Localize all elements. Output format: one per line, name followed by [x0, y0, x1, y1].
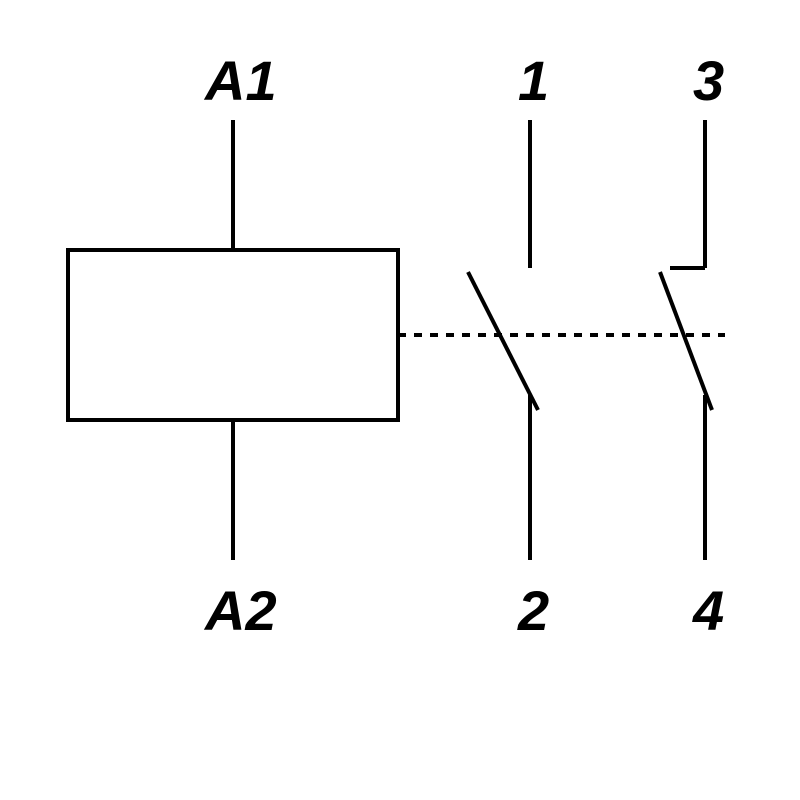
contacts-group: 1 2 3 4 [468, 49, 724, 642]
contact-2-arm [660, 272, 712, 410]
label-contact-1-bottom: 2 [517, 579, 549, 642]
relay-schematic: 1 2 3 4 A1 A2 [0, 0, 800, 800]
label-contact-2-bottom: 4 [692, 579, 724, 642]
label-coil-top: A1 [203, 49, 277, 112]
contact-1-arm [468, 272, 538, 410]
label-coil-bottom: A2 [203, 579, 277, 642]
label-contact-1-top: 1 [518, 49, 549, 112]
label-contact-2-top: 3 [693, 49, 724, 112]
coil-body [68, 250, 398, 420]
